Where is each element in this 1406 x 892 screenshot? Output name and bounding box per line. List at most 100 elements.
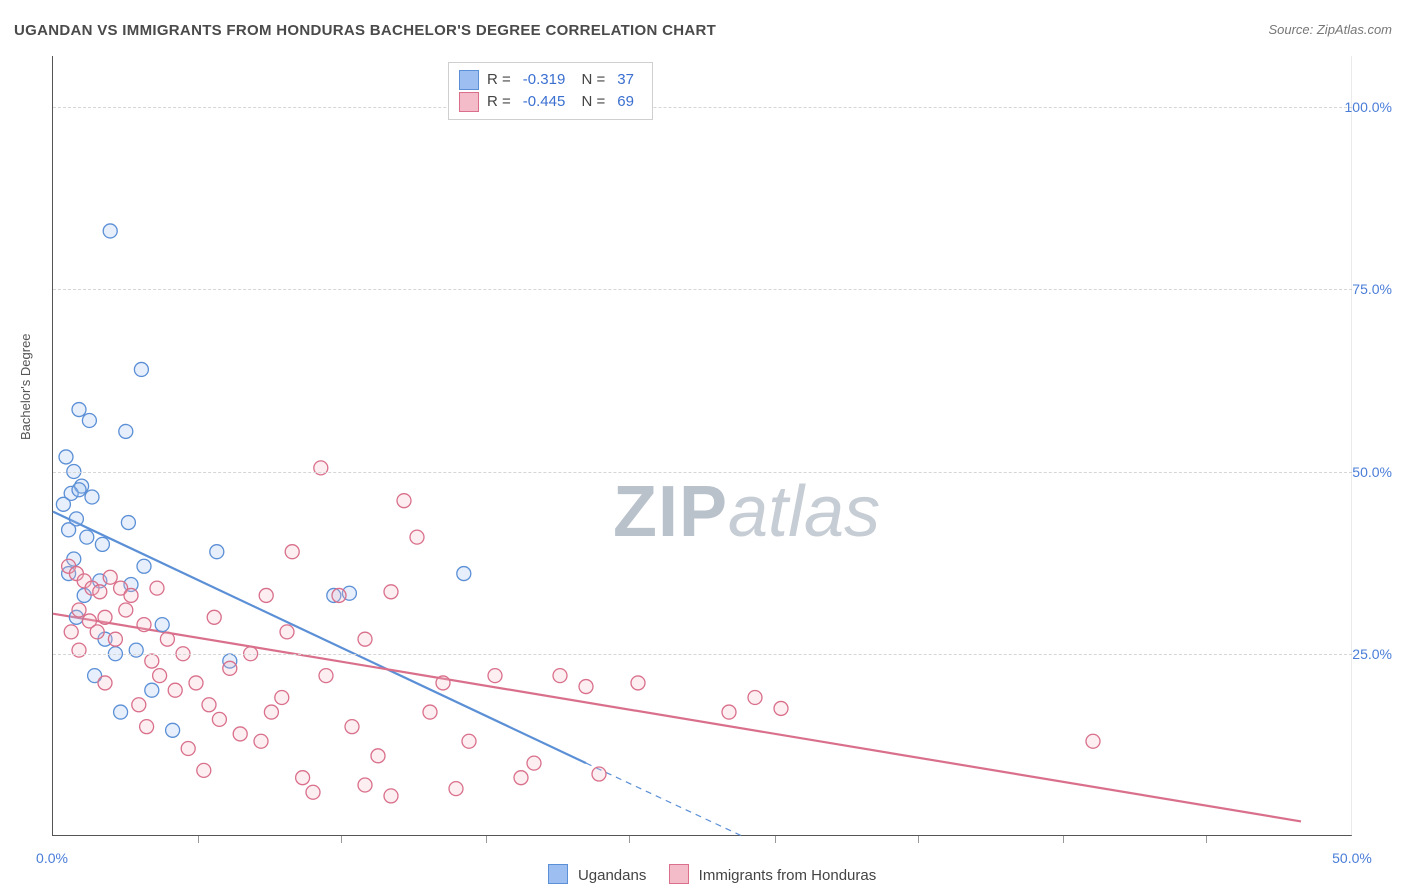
data-point (371, 749, 385, 763)
data-point (137, 618, 151, 632)
r-value-ugandans: -0.319 (519, 69, 570, 91)
data-point (384, 789, 398, 803)
data-point (56, 497, 70, 511)
data-point (202, 698, 216, 712)
plot-area: ZIPatlas (52, 56, 1352, 836)
plot-right-edge (1351, 56, 1352, 836)
data-point (285, 545, 299, 559)
data-point (358, 778, 372, 792)
data-point (150, 581, 164, 595)
data-point (98, 610, 112, 624)
data-point (553, 669, 567, 683)
data-point (72, 643, 86, 657)
gridline (53, 289, 1352, 290)
data-point (210, 545, 224, 559)
swatch-honduras (459, 92, 479, 112)
data-point (155, 618, 169, 632)
x-tick-mark (629, 836, 630, 843)
data-point (72, 603, 86, 617)
series-legend: Ugandans Immigrants from Honduras (0, 864, 1406, 884)
data-point (134, 362, 148, 376)
n-value-honduras: 69 (613, 91, 638, 113)
scatter-points-layer (53, 56, 1352, 835)
swatch-honduras-bottom (669, 864, 689, 884)
data-point (319, 669, 333, 683)
legend-row-honduras: R = -0.445 N = 69 (459, 91, 638, 113)
data-point (275, 690, 289, 704)
data-point (631, 676, 645, 690)
data-point (233, 727, 247, 741)
data-point (82, 413, 96, 427)
data-point (197, 763, 211, 777)
data-point (223, 661, 237, 675)
x-tick-mark (341, 836, 342, 843)
data-point (774, 701, 788, 715)
data-point (345, 720, 359, 734)
data-point (436, 676, 450, 690)
data-point (722, 705, 736, 719)
data-point (153, 669, 167, 683)
data-point (85, 490, 99, 504)
gridline (53, 654, 1352, 655)
x-tick-mark (775, 836, 776, 843)
source-attribution: Source: ZipAtlas.com (1268, 22, 1392, 37)
data-point (384, 585, 398, 599)
data-point (579, 680, 593, 694)
data-point (168, 683, 182, 697)
x-tick-label: 50.0% (1332, 850, 1372, 866)
y-axis-label: Bachelor's Degree (18, 333, 33, 440)
n-label: N = (577, 91, 605, 113)
data-point (140, 720, 154, 734)
data-point (160, 632, 174, 646)
data-point (103, 570, 117, 584)
x-tick-mark (198, 836, 199, 843)
data-point (114, 705, 128, 719)
data-point (254, 734, 268, 748)
y-tick-label: 25.0% (1352, 646, 1392, 662)
y-tick-label: 50.0% (1352, 464, 1392, 480)
data-point (280, 625, 294, 639)
data-point (189, 676, 203, 690)
data-point (314, 461, 328, 475)
data-point (1086, 734, 1100, 748)
data-point (264, 705, 278, 719)
data-point (145, 654, 159, 668)
data-point (488, 669, 502, 683)
x-tick-label: 0.0% (36, 850, 68, 866)
gridline (53, 107, 1352, 108)
swatch-ugandans-bottom (548, 864, 568, 884)
data-point (72, 403, 86, 417)
data-point (119, 603, 133, 617)
r-label: R = (487, 69, 511, 91)
data-point (457, 567, 471, 581)
data-point (449, 782, 463, 796)
data-point (462, 734, 476, 748)
data-point (93, 585, 107, 599)
r-label: R = (487, 91, 511, 113)
data-point (166, 723, 180, 737)
data-point (332, 588, 346, 602)
data-point (527, 756, 541, 770)
data-point (95, 537, 109, 551)
data-point (358, 632, 372, 646)
data-point (72, 483, 86, 497)
y-tick-label: 75.0% (1352, 281, 1392, 297)
x-tick-mark (486, 836, 487, 843)
data-point (103, 224, 117, 238)
data-point (306, 785, 320, 799)
data-point (98, 676, 112, 690)
y-tick-label: 100.0% (1345, 99, 1392, 115)
data-point (410, 530, 424, 544)
data-point (124, 588, 138, 602)
data-point (145, 683, 159, 697)
data-point (108, 632, 122, 646)
legend-label-honduras: Immigrants from Honduras (699, 867, 877, 884)
data-point (212, 712, 226, 726)
data-point (423, 705, 437, 719)
data-point (121, 516, 135, 530)
data-point (129, 643, 143, 657)
data-point (62, 523, 76, 537)
correlation-legend: R = -0.319 N = 37 R = -0.445 N = 69 (448, 62, 653, 120)
data-point (59, 450, 73, 464)
legend-row-ugandans: R = -0.319 N = 37 (459, 69, 638, 91)
